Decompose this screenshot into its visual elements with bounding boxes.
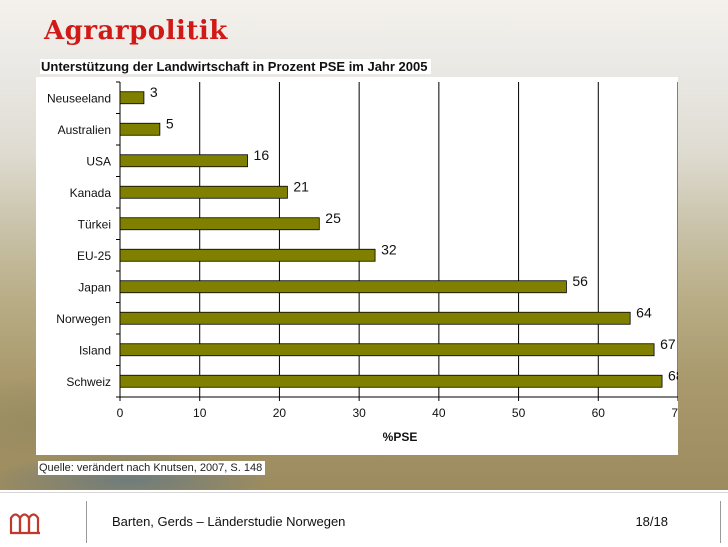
- data-label: 5: [166, 115, 174, 131]
- category-label: Japan: [78, 280, 111, 294]
- source-note: Quelle: verändert nach Knutsen, 2007, S.…: [38, 461, 266, 475]
- category-label: Island: [79, 343, 111, 357]
- bar-schweiz: [119, 374, 663, 388]
- page-title: Agrarpolitik: [44, 16, 228, 46]
- category-label: EU-25: [77, 249, 111, 263]
- data-label: 3: [150, 84, 158, 100]
- data-label: 16: [254, 147, 270, 163]
- chart-area: 0 10 20 30 40 50 60 70 Neuseeland 3 Australien 5 USA…: [36, 77, 678, 455]
- data-label: 68: [668, 367, 678, 383]
- data-label: 67: [660, 336, 676, 352]
- bar-türkei: [119, 217, 320, 231]
- x-tick-label: 30: [352, 406, 366, 420]
- x-tick-label: 60: [592, 406, 606, 420]
- x-tick-label: 10: [193, 406, 207, 420]
- category-label: Neuseeland: [47, 91, 111, 105]
- page-number: 18/18: [635, 514, 668, 529]
- category-label: Kanada: [70, 186, 112, 200]
- data-label: 56: [572, 273, 588, 289]
- bar-chart: 0 10 20 30 40 50 60 70 Neuseeland 3 Australien 5 USA…: [47, 81, 678, 444]
- chart-subtitle: Unterstützung der Landwirtschaft in Proz…: [40, 59, 432, 74]
- bar-norwegen: [119, 311, 631, 325]
- category-label: Türkei: [78, 217, 111, 231]
- x-tick-label: 70: [671, 406, 678, 420]
- bar-japan: [119, 280, 567, 294]
- bar-eu-25: [119, 248, 376, 262]
- data-label: 25: [325, 210, 341, 226]
- bar-island: [119, 343, 655, 357]
- category-label: USA: [86, 154, 111, 168]
- data-label: 32: [381, 241, 397, 257]
- category-label: Schweiz: [66, 375, 111, 389]
- footer-bar: Barten, Gerds – Länderstudie Norwegen 18…: [0, 492, 728, 547]
- footer-author-text: Barten, Gerds – Länderstudie Norwegen: [112, 514, 346, 529]
- category-label: Norwegen: [56, 312, 111, 326]
- category-label: Australien: [58, 123, 111, 137]
- footer-right-divider: [720, 501, 721, 543]
- bar-australien: [119, 122, 161, 136]
- x-axis-title: %PSE: [383, 430, 418, 444]
- x-tick-label: 0: [117, 406, 124, 420]
- university-arch-logo-icon: [9, 513, 40, 535]
- footer-divider: [86, 501, 87, 543]
- data-label: 64: [636, 304, 652, 320]
- bar-kanada: [119, 185, 288, 199]
- x-tick-label: 40: [432, 406, 446, 420]
- x-tick-label: 50: [512, 406, 526, 420]
- x-tick-label: 20: [273, 406, 287, 420]
- bar-usa: [119, 154, 248, 168]
- bar-neuseeland: [119, 91, 145, 105]
- data-label: 21: [293, 178, 309, 194]
